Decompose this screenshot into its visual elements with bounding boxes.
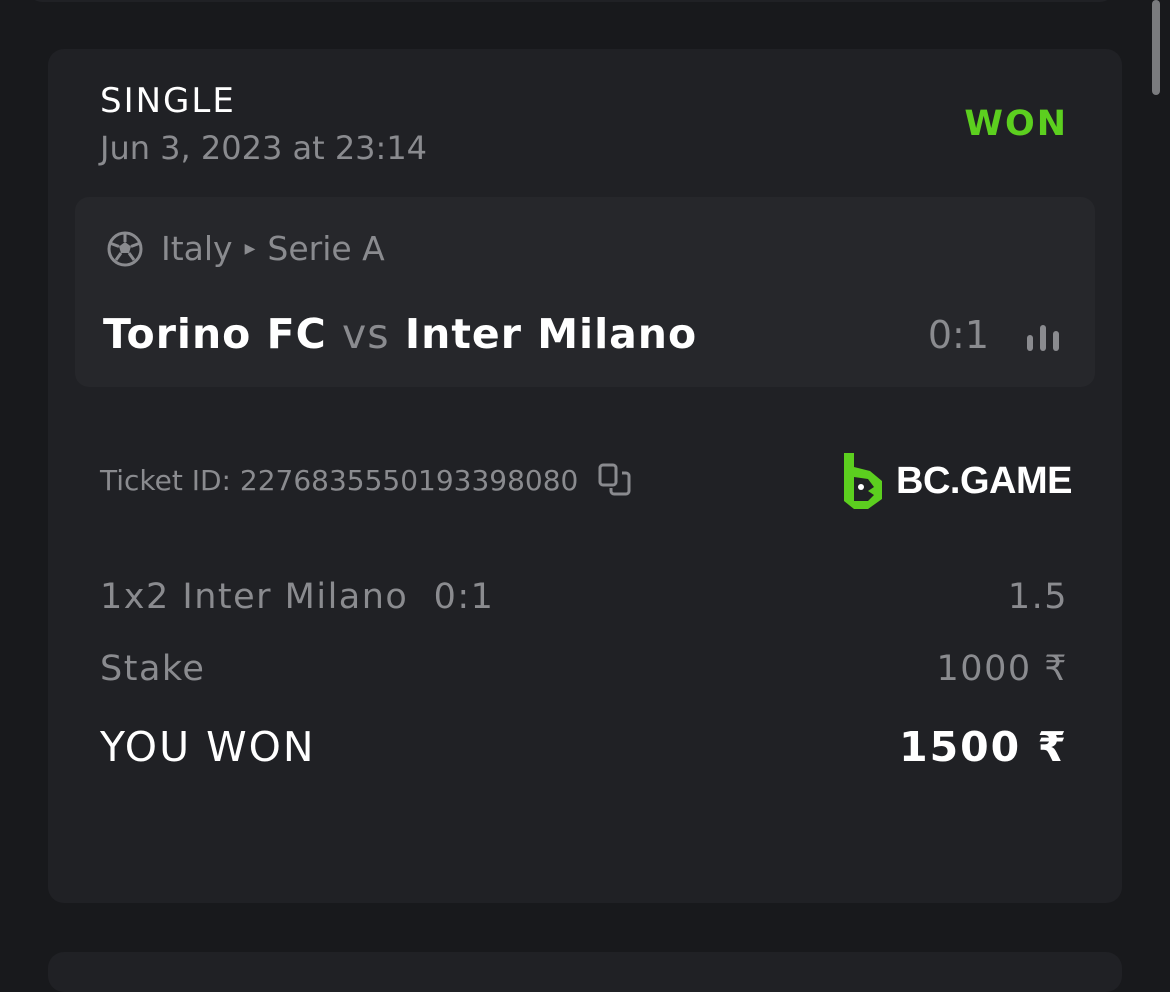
scrollbar[interactable] <box>1152 0 1160 95</box>
copy-icon[interactable] <box>598 463 632 497</box>
ticket-id-text: Ticket ID: 2276835550193398080 <box>100 463 579 497</box>
payout-value: 1500 ₹ <box>899 723 1068 771</box>
odds-value: 1.5 <box>1007 577 1068 617</box>
bc-game-logo-icon <box>844 453 883 509</box>
match-title: Torino FC vs Inter Milano <box>103 310 697 358</box>
status-badge: WON <box>964 104 1068 144</box>
home-team: Torino FC <box>103 310 327 358</box>
stake-value: 1000 ₹ <box>936 649 1068 689</box>
league-label[interactable]: Serie A <box>267 229 385 268</box>
brand-logo: BC.GAME <box>840 451 1072 511</box>
selection-row: 1x2 Inter Milano 0:1 1.5 <box>100 577 1068 617</box>
bar-chart-icon[interactable] <box>1025 323 1061 353</box>
caret-right-icon: ▶ <box>244 240 256 257</box>
payout-label: YOU WON <box>100 723 316 771</box>
bet-date: Jun 3, 2023 at 23:14 <box>100 129 428 167</box>
stake-label: Stake <box>100 649 206 689</box>
bet-type: SINGLE <box>100 81 236 121</box>
country-label[interactable]: Italy <box>161 229 233 268</box>
event-box[interactable]: Italy ▶ Serie A Torino FC vs Inter Milan… <box>75 197 1095 387</box>
ticket-id: Ticket ID: 2276835550193398080 <box>100 463 632 497</box>
brand-name: BC.GAME <box>896 459 1072 502</box>
payout-row: YOU WON 1500 ₹ <box>100 723 1068 771</box>
vs-label: vs <box>341 310 390 358</box>
breadcrumb: Italy ▶ Serie A <box>107 229 385 268</box>
soccer-ball-icon <box>107 231 143 266</box>
away-team: Inter Milano <box>404 310 698 358</box>
next-bet-card <box>48 952 1122 992</box>
bet-card: SINGLE Jun 3, 2023 at 23:14 WON Italy ▶ … <box>48 49 1122 903</box>
match-score: 0:1 <box>927 313 989 357</box>
stake-row: Stake 1000 ₹ <box>100 649 1068 689</box>
selection-label: 1x2 Inter Milano 0:1 <box>100 577 495 617</box>
previous-bet-card <box>28 0 1114 2</box>
